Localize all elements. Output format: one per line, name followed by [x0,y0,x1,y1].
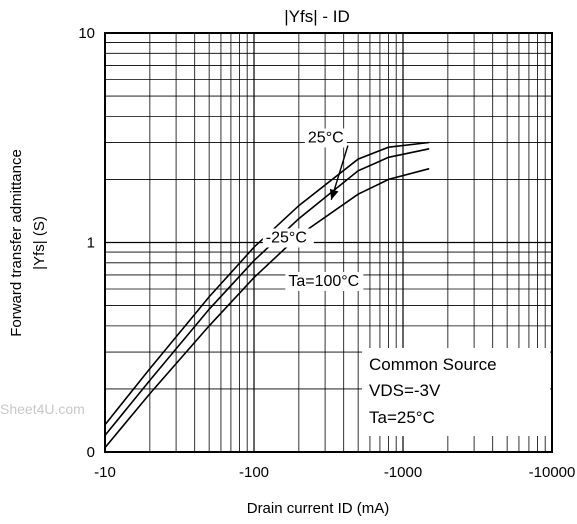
y-tick-label: 10 [78,25,95,42]
y-axis-label-line1: Forward transfer admittance [8,149,25,337]
legend-line-vds: VDS=-3V [369,381,441,400]
annotations: 25°C -25°C Ta=100°C [262,128,364,291]
series-line-3 [104,167,430,449]
y-tick-label: 0 [87,444,95,461]
x-tick-label: -100 [239,464,269,481]
watermark: Sheet4U.com [0,401,85,417]
x-tick-labels: -10 -100 -1000 -10000 [94,464,575,481]
annotation-background [304,128,347,148]
annotation-arrow-head [329,188,339,200]
x-tick-label: -1000 [384,464,422,481]
x-tick-label: -10 [94,464,116,481]
legend-line-common-source: Common Source [369,355,497,374]
annotation-label: -25°C [266,230,307,247]
legend-box: Common Source VDS=-3V Ta=25°C [362,348,550,436]
legend-line-ta: Ta=25°C [369,408,435,427]
x-axis-label: Drain current ID (mA) [247,500,390,517]
y-tick-label: 1 [87,235,95,252]
y-tick-labels: 0 1 10 [78,25,95,461]
plot-frame [104,32,553,453]
chart-title: |Yfs| - ID [284,7,350,26]
legend-background [362,348,550,436]
annotation-background [285,271,364,291]
annotation-label: 25°C [308,130,344,147]
annotation-label: Ta=100°C [288,273,359,290]
series-line-1 [104,141,430,426]
x-tick-label: -10000 [529,464,576,481]
y-axis-label-line2: |Yfs| (S) [31,216,48,270]
annotation-background [262,228,314,248]
